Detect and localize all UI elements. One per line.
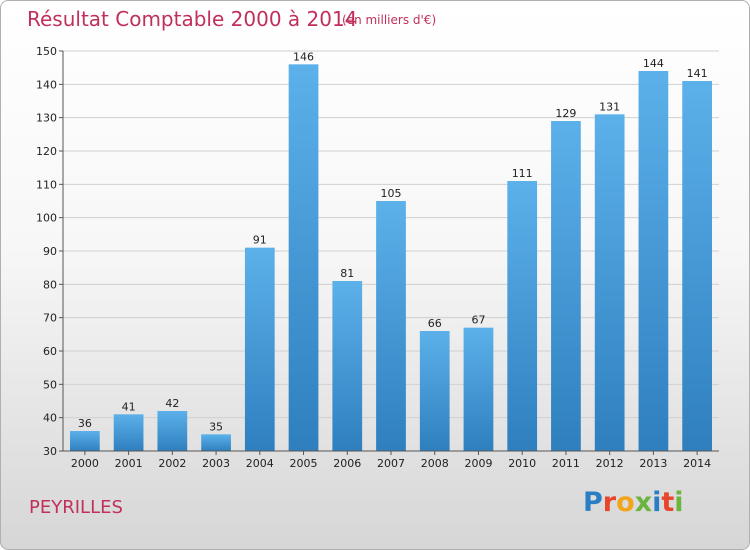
data-label-2010: 111 [512, 167, 533, 180]
data-label-2002: 42 [165, 397, 179, 410]
y-tick-label: 110 [36, 178, 57, 191]
data-label-2013: 144 [643, 57, 664, 70]
x-tick-label: 2010 [508, 457, 536, 470]
x-tick-label: 2014 [683, 457, 711, 470]
bar-2006 [332, 281, 363, 451]
x-tick-label: 2003 [202, 457, 230, 470]
y-tick-label: 120 [36, 145, 57, 158]
logo-letter: i [652, 487, 662, 518]
bar-2009 [463, 327, 494, 451]
bar-2003 [201, 434, 231, 451]
data-label-2004: 91 [253, 234, 267, 247]
x-tick-label: 2004 [246, 457, 274, 470]
data-label-2009: 67 [471, 314, 485, 327]
bar-2011 [551, 121, 581, 451]
chart-subtitle: (en milliers d'€) [342, 13, 437, 27]
bar-2007 [376, 201, 406, 451]
y-tick-label: 80 [43, 278, 57, 291]
proxiti-logo[interactable]: Proxiti [583, 487, 684, 518]
x-tick-label: 2011 [552, 457, 580, 470]
data-label-2012: 131 [599, 100, 620, 113]
data-label-2008: 66 [428, 317, 442, 330]
y-tick-label: 130 [36, 112, 57, 125]
logo-letter: r [602, 487, 617, 518]
bar-2001 [113, 414, 144, 451]
data-label-2003: 35 [209, 420, 223, 433]
x-tick-label: 2013 [639, 457, 667, 470]
x-tick-label: 2012 [596, 457, 624, 470]
y-tick-label: 40 [43, 412, 57, 425]
y-tick-label: 30 [43, 445, 57, 458]
bar-2000 [69, 431, 100, 451]
logo-letter: x [634, 487, 653, 518]
x-tick-label: 2008 [421, 457, 449, 470]
y-tick-label: 100 [36, 212, 57, 225]
commune-name: PEYRILLES [29, 497, 123, 518]
logo-letter: P [583, 487, 603, 518]
x-tick-label: 2009 [464, 457, 492, 470]
logo-letter: t [661, 487, 675, 518]
data-label-2000: 36 [78, 417, 92, 430]
bar-2013 [638, 71, 669, 451]
bar-2012 [594, 114, 625, 451]
x-tick-label: 2001 [115, 457, 143, 470]
bar-2008 [419, 331, 450, 451]
chart-title: Résultat Comptable 2000 à 2014 [27, 7, 358, 31]
data-label-2014: 141 [687, 67, 708, 80]
y-tick-label: 140 [36, 78, 57, 91]
bar-2004 [244, 247, 275, 451]
x-tick-label: 2005 [290, 457, 318, 470]
y-tick-label: 50 [43, 378, 57, 391]
x-tick-label: 2002 [158, 457, 186, 470]
x-tick-label: 2007 [377, 457, 405, 470]
bar-2010 [507, 181, 538, 451]
y-tick-label: 150 [36, 45, 57, 58]
y-tick-label: 70 [43, 312, 57, 325]
data-label-2001: 41 [122, 400, 136, 413]
bar-2002 [157, 411, 188, 451]
y-tick-label: 60 [43, 345, 57, 358]
data-label-2007: 105 [381, 187, 402, 200]
data-label-2005: 146 [293, 50, 314, 63]
bar-2005 [288, 64, 319, 452]
data-label-2011: 129 [555, 107, 576, 120]
logo-letter: o [616, 487, 635, 518]
y-tick-label: 90 [43, 245, 57, 258]
x-tick-label: 2006 [333, 457, 361, 470]
bar-2014 [682, 81, 713, 451]
x-tick-label: 2000 [71, 457, 99, 470]
data-label-2006: 81 [340, 267, 354, 280]
logo-letter: i [674, 487, 684, 518]
